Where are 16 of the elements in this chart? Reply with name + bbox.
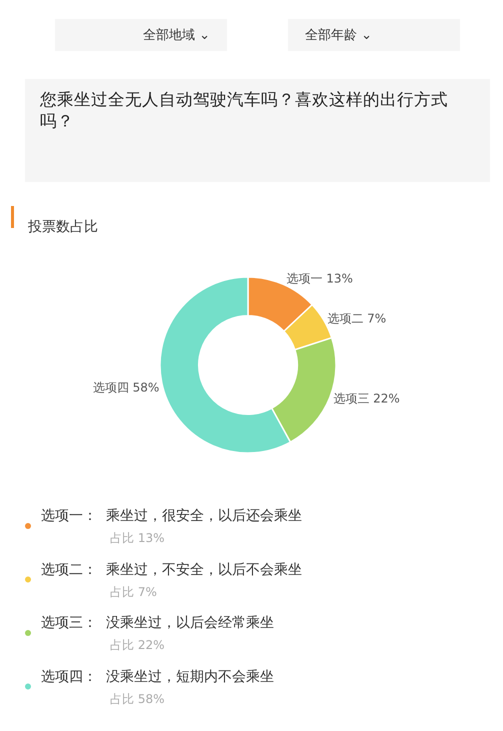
slice-label: 选项四 58% [92,380,160,394]
slice-label: 选项三 22% [333,391,400,406]
text: 选项三： 没乘坐过，以后会经常乘坐 [41,615,274,631]
text: 占比 58% [110,692,164,706]
slice-label: 选项二 7% [327,311,386,326]
text: 选项四： 没乘坐过，短期内不会乘坐 [41,669,274,685]
text: 选项二： 乘坐过，不安全，以后不会乘坐 [41,562,302,578]
text: 占比 7% [110,585,157,599]
text: 占比 22% [110,638,164,652]
text: 选项一： 乘坐过，很安全，以后还会乘坐 [41,508,302,524]
chart-title: 您乘坐过全无人自动驾驶汽车吗？喜欢这样的出行方式吗？ [39,90,448,130]
text: 全部年龄 ⌄ [305,28,372,43]
slice-label: 选项一 13% [286,271,353,286]
text: 全部地域 ⌄ [143,28,210,43]
text: 占比 13% [110,531,164,545]
chart-subtitle: 投票数占比 [27,219,98,235]
